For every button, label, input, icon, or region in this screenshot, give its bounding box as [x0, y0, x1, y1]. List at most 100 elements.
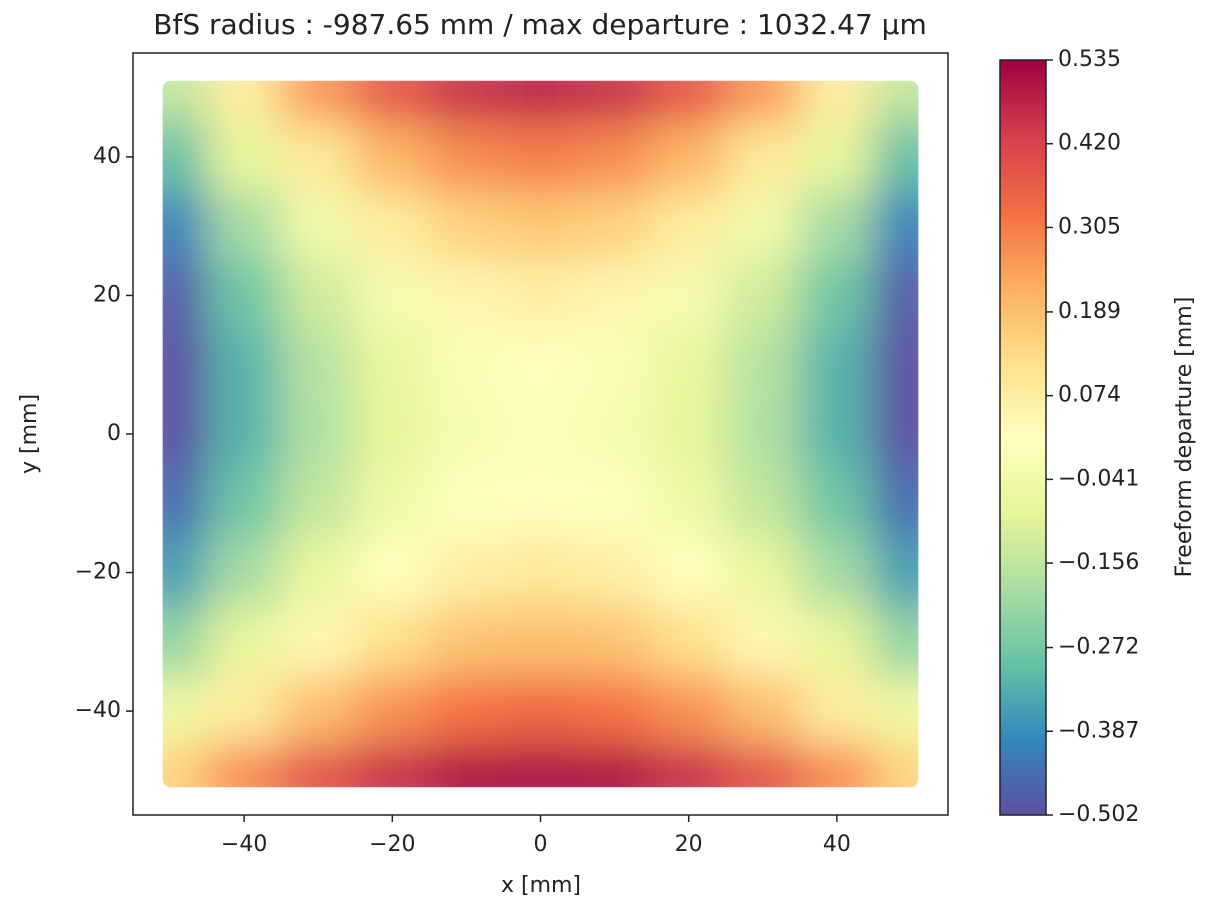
heatmap-cell — [428, 606, 504, 677]
colorbar — [999, 59, 1047, 816]
heatmap-cell — [206, 398, 282, 470]
heatmap-cell — [206, 537, 282, 608]
heatmap-cell — [206, 121, 282, 193]
heatmap-cell — [280, 537, 356, 608]
heatmap-cell — [577, 398, 653, 470]
heatmap-cell — [577, 121, 653, 193]
heatmap-cell — [651, 121, 727, 193]
heatmap-cell — [651, 260, 727, 331]
heatmap-cell — [799, 329, 875, 400]
heatmap-cell — [725, 398, 801, 470]
heatmap-cell — [873, 191, 919, 262]
x-tick-label: 20 — [675, 832, 703, 857]
heatmap-cell — [428, 329, 504, 400]
chart-title: BfS radius : -987.65 mm / max departure … — [153, 8, 927, 41]
heatmap-cell — [873, 329, 919, 400]
y-tick-label: 20 — [93, 282, 121, 307]
heatmap-cell — [162, 121, 208, 193]
heatmap-cell — [428, 121, 504, 193]
heatmap-cell — [280, 329, 356, 400]
colorbar-tick-label: 0.305 — [1058, 214, 1121, 239]
heatmap-cell — [428, 745, 504, 788]
heatmap-cell — [577, 537, 653, 608]
heatmap-cells — [162, 80, 919, 788]
y-axis-label: y [mm] — [17, 394, 42, 474]
heatmap-cell — [206, 191, 282, 262]
heatmap-cell — [799, 537, 875, 608]
heatmap-cell — [651, 537, 727, 608]
heatmap-field — [162, 80, 919, 788]
heatmap-cell — [799, 468, 875, 539]
heatmap-cell — [725, 121, 801, 193]
heatmap-cell — [651, 468, 727, 539]
heatmap-cell — [354, 260, 430, 331]
heatmap-cell — [354, 675, 430, 747]
colorbar-tick-label: −0.156 — [1058, 550, 1139, 575]
heatmap-cell — [354, 468, 430, 539]
heatmap-cell — [577, 80, 653, 123]
heatmap-cell — [799, 80, 875, 123]
heatmap-cell — [162, 329, 208, 400]
heatmap-cell — [428, 468, 504, 539]
heatmap-cell — [354, 329, 430, 400]
x-tick-label: −40 — [221, 832, 267, 857]
heatmap-cell — [577, 191, 653, 262]
heatmap-cell — [428, 537, 504, 608]
heatmap-cell — [799, 121, 875, 193]
heatmap-cell — [206, 329, 282, 400]
heatmap-cell — [725, 260, 801, 331]
heatmap-cell — [280, 260, 356, 331]
heatmap-cell — [651, 398, 727, 470]
colorbar-tick-label: −0.272 — [1058, 635, 1139, 660]
heatmap-cell — [873, 606, 919, 677]
heatmap-cell — [725, 80, 801, 123]
heatmap-cell — [577, 745, 653, 788]
heatmap-cell — [428, 191, 504, 262]
heatmap-cell — [577, 606, 653, 677]
heatmap-cell — [799, 745, 875, 788]
heatmap-cell — [162, 606, 208, 677]
heatmap-cell — [502, 537, 579, 608]
heatmap-cell — [162, 468, 208, 539]
heatmap-cell — [162, 537, 208, 608]
heatmap-cell — [206, 468, 282, 539]
y-tick-label: −40 — [75, 698, 121, 723]
colorbar-tick-label: 0.535 — [1058, 47, 1121, 72]
heatmap-cell — [162, 260, 208, 331]
heatmap-cell — [206, 80, 282, 123]
heatmap-cell — [206, 745, 282, 788]
x-tick-label: 0 — [534, 832, 548, 857]
colorbar-tick-label: −0.041 — [1058, 466, 1139, 491]
heatmap-cell — [206, 675, 282, 747]
heatmap-cell — [354, 80, 430, 123]
heatmap-cell — [651, 675, 727, 747]
y-tick-label: 40 — [93, 144, 121, 169]
heatmap-cell — [502, 191, 579, 262]
y-tick-label: 0 — [107, 421, 121, 446]
colorbar-tick-label: 0.074 — [1058, 383, 1121, 408]
heatmap-cell — [651, 329, 727, 400]
heatmap-cell — [502, 606, 579, 677]
heatmap-cell — [280, 468, 356, 539]
heatmap-cell — [502, 80, 579, 123]
heatmap-cell — [873, 675, 919, 747]
heatmap-cell — [873, 537, 919, 608]
colorbar-tick-label: −0.502 — [1058, 802, 1139, 827]
heatmap-cell — [873, 745, 919, 788]
heatmap-cell — [873, 398, 919, 470]
heatmap-cell — [873, 260, 919, 331]
heatmap-cell — [502, 468, 579, 539]
heatmap-cell — [280, 398, 356, 470]
heatmap-cell — [428, 260, 504, 331]
heatmap-cell — [502, 260, 579, 331]
heatmap-cell — [354, 606, 430, 677]
heatmap-cell — [428, 398, 504, 470]
heatmap-cell — [428, 675, 504, 747]
heatmap-cell — [799, 398, 875, 470]
heatmap-cell — [725, 191, 801, 262]
heatmap-cell — [162, 80, 208, 123]
heatmap-cell — [651, 745, 727, 788]
heatmap-cell — [651, 80, 727, 123]
heatmap-cell — [873, 468, 919, 539]
